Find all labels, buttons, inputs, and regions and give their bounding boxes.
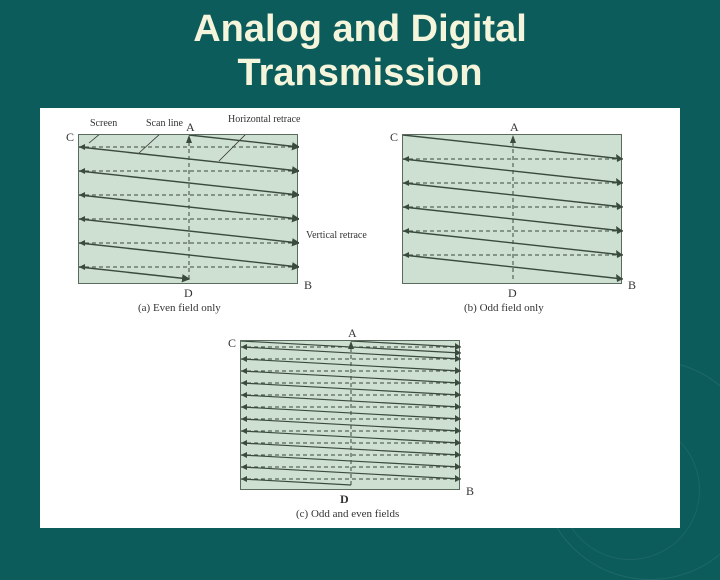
panel-even-field: Screen Scan line Horizontal retrace C A [78,134,298,284]
vretrace-leader [296,236,346,266]
scan-svg-c [241,341,461,491]
callout-scan-line: Scan line [146,118,183,129]
corner-c: C [66,130,74,145]
corner-a-b: A [510,120,519,135]
scan-svg-a [79,135,299,285]
panel-odd-field: C A [402,134,622,284]
corner-a-c: A [348,326,357,341]
callout-screen: Screen [90,118,117,129]
screen-a [78,134,298,284]
panel-combined: C A [240,340,460,490]
corner-c-c: C [228,336,236,351]
caption-b: (b) Odd field only [464,302,544,314]
scan-svg-b [403,135,623,285]
screen-c [240,340,460,490]
slide-title: Analog and Digital Transmission [0,0,720,95]
corner-b-b: B [628,278,636,293]
caption-a: (a) Even field only [138,302,221,314]
corner-b: B [304,278,312,293]
caption-c: (c) Odd and even fields [296,508,399,520]
callout-horizontal-retrace: Horizontal retrace [228,114,300,125]
corner-d-c: D [340,492,349,507]
corner-d-b: D [508,286,517,301]
title-line-2: Transmission [238,52,483,94]
figure-area: Screen Scan line Horizontal retrace C A [40,108,680,528]
corner-b-c: B [466,484,474,499]
screen-b [402,134,622,284]
title-line-1: Analog and Digital [193,8,527,50]
corner-c-b: C [390,130,398,145]
corner-a: A [186,120,195,135]
corner-d: D [184,286,193,301]
